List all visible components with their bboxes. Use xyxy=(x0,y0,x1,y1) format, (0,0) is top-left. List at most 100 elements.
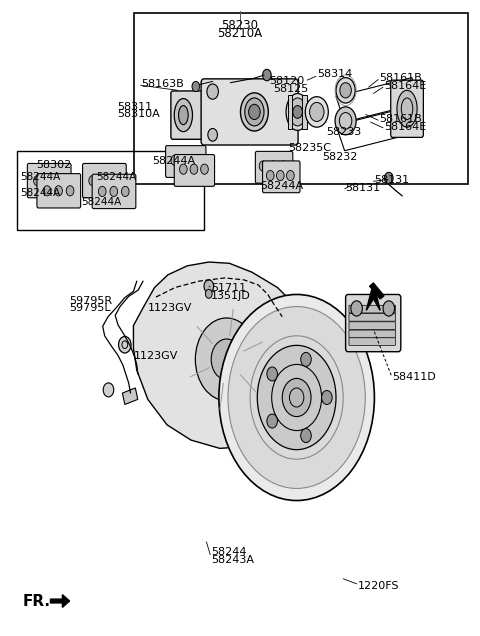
FancyBboxPatch shape xyxy=(174,155,215,186)
Circle shape xyxy=(336,78,355,103)
Text: 1351JD: 1351JD xyxy=(211,291,251,301)
Text: 1123GV: 1123GV xyxy=(148,303,192,314)
Text: 58161B: 58161B xyxy=(379,73,422,83)
Circle shape xyxy=(383,301,395,316)
Text: 1220FS: 1220FS xyxy=(358,581,399,591)
Polygon shape xyxy=(50,595,70,607)
FancyBboxPatch shape xyxy=(255,151,293,183)
Circle shape xyxy=(112,176,120,186)
Circle shape xyxy=(204,280,214,293)
Circle shape xyxy=(100,176,108,186)
Text: 59795L: 59795L xyxy=(70,303,111,314)
Ellipse shape xyxy=(397,90,417,127)
Text: 58230: 58230 xyxy=(221,19,259,32)
Text: 1123GV: 1123GV xyxy=(133,351,178,361)
Text: 58244A: 58244A xyxy=(20,172,60,182)
Text: 58164E: 58164E xyxy=(384,121,426,132)
Circle shape xyxy=(103,383,114,397)
FancyBboxPatch shape xyxy=(346,294,401,352)
Circle shape xyxy=(259,161,267,171)
Circle shape xyxy=(208,128,217,141)
Circle shape xyxy=(45,176,53,186)
Text: 58311: 58311 xyxy=(118,102,153,112)
Circle shape xyxy=(190,164,198,174)
Ellipse shape xyxy=(289,98,306,126)
Text: 58244A: 58244A xyxy=(261,181,304,191)
Ellipse shape xyxy=(286,93,309,130)
Circle shape xyxy=(293,106,302,118)
Circle shape xyxy=(351,301,362,316)
Text: 58244A: 58244A xyxy=(20,188,60,198)
Bar xyxy=(17,151,204,230)
Circle shape xyxy=(205,289,212,298)
Text: 58235C: 58235C xyxy=(288,143,331,153)
Circle shape xyxy=(267,367,277,381)
Text: 58125: 58125 xyxy=(274,84,309,94)
FancyBboxPatch shape xyxy=(92,174,136,209)
Circle shape xyxy=(228,307,365,488)
Text: 58120: 58120 xyxy=(269,76,304,86)
Circle shape xyxy=(110,186,118,197)
Circle shape xyxy=(263,69,271,81)
Circle shape xyxy=(180,164,187,174)
FancyBboxPatch shape xyxy=(83,163,126,198)
FancyBboxPatch shape xyxy=(37,174,81,208)
Text: FR.: FR. xyxy=(23,593,51,609)
FancyBboxPatch shape xyxy=(27,163,71,198)
Circle shape xyxy=(171,155,179,165)
Circle shape xyxy=(195,318,258,401)
Text: 51711: 51711 xyxy=(211,283,246,293)
Circle shape xyxy=(89,176,96,186)
Circle shape xyxy=(98,186,106,197)
Circle shape xyxy=(276,170,284,181)
Circle shape xyxy=(249,104,260,120)
Circle shape xyxy=(119,336,131,353)
Circle shape xyxy=(267,414,277,428)
Polygon shape xyxy=(370,283,384,299)
Circle shape xyxy=(266,170,274,181)
Circle shape xyxy=(181,155,189,165)
Text: 58244A: 58244A xyxy=(96,172,136,182)
Text: 58244A: 58244A xyxy=(153,156,196,166)
Circle shape xyxy=(43,186,51,196)
Ellipse shape xyxy=(174,99,192,132)
Polygon shape xyxy=(133,262,314,448)
Bar xyxy=(288,95,292,129)
Circle shape xyxy=(305,97,328,127)
Bar xyxy=(302,95,307,129)
FancyBboxPatch shape xyxy=(171,91,208,139)
Text: 58310A: 58310A xyxy=(118,109,160,120)
Text: 58163B: 58163B xyxy=(142,79,184,89)
FancyBboxPatch shape xyxy=(349,322,396,329)
Circle shape xyxy=(335,107,356,135)
Polygon shape xyxy=(122,388,138,404)
Circle shape xyxy=(300,352,311,366)
FancyBboxPatch shape xyxy=(391,80,423,137)
Circle shape xyxy=(192,81,200,92)
Ellipse shape xyxy=(245,98,264,126)
FancyBboxPatch shape xyxy=(349,330,396,338)
Circle shape xyxy=(192,155,200,165)
Circle shape xyxy=(201,164,208,174)
FancyBboxPatch shape xyxy=(349,338,396,345)
Circle shape xyxy=(322,391,332,404)
Circle shape xyxy=(121,186,129,197)
FancyBboxPatch shape xyxy=(349,314,396,321)
Text: 59795R: 59795R xyxy=(70,296,113,306)
Circle shape xyxy=(300,429,311,443)
Text: 58314: 58314 xyxy=(317,69,352,80)
Text: 58161B: 58161B xyxy=(379,114,422,124)
Circle shape xyxy=(207,84,218,99)
Text: 58131: 58131 xyxy=(374,175,409,185)
Bar xyxy=(134,13,468,184)
Circle shape xyxy=(269,161,277,171)
Ellipse shape xyxy=(179,106,188,125)
Circle shape xyxy=(340,83,351,98)
Circle shape xyxy=(55,186,62,196)
Circle shape xyxy=(34,176,41,186)
Text: 58233: 58233 xyxy=(326,127,361,137)
Ellipse shape xyxy=(240,93,268,131)
Text: 58243A: 58243A xyxy=(211,555,254,565)
FancyBboxPatch shape xyxy=(349,305,396,313)
FancyBboxPatch shape xyxy=(166,146,206,177)
